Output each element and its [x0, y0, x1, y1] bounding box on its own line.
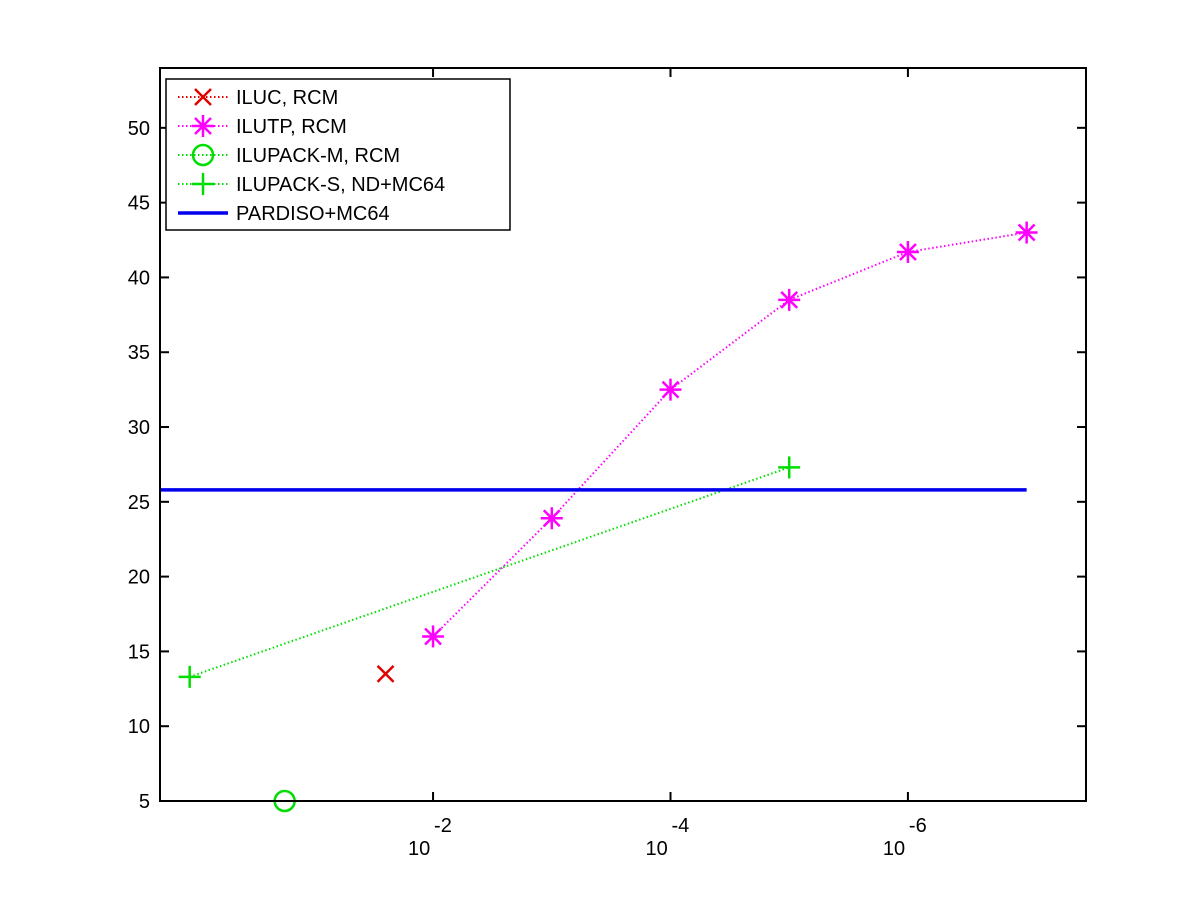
y-tick-label: 5: [139, 791, 150, 813]
legend: ILUC, RCM ILUTP, RCM ILUPACK-M, RCM ILUPACK…: [165, 78, 511, 231]
legend-marker: [192, 173, 214, 195]
data-point-1: [540, 507, 563, 530]
data-point-0: [376, 664, 395, 683]
y-tick-label: 20: [128, 567, 150, 589]
x-tick-label-base: 10: [408, 838, 430, 860]
y-tick-label: 10: [128, 716, 150, 738]
legend-label: ILUTP, RCM: [236, 116, 347, 138]
legend-marker: [191, 143, 215, 167]
data-point-1: [896, 240, 919, 263]
y-tick-label: 35: [128, 342, 150, 364]
legend-label: PARDISO+MC64: [236, 203, 390, 225]
series-line-3: [189, 466, 790, 678]
y-tick-label: 50: [128, 118, 150, 140]
data-point-1: [422, 625, 445, 648]
legend-label: ILUC, RCM: [236, 87, 338, 109]
x-tick-label-exponent: -2: [434, 815, 452, 837]
legend-marker: [194, 88, 212, 106]
y-tick-label: 25: [128, 492, 150, 514]
data-point-1: [1015, 221, 1038, 244]
legend-label: ILUPACK-S, ND+MC64: [236, 174, 445, 196]
data-point-1: [778, 288, 801, 311]
x-tick-label-exponent: -6: [909, 815, 927, 837]
axes-box: [159, 67, 1087, 802]
legend-marker: [192, 115, 214, 137]
x-tick-label-base: 10: [883, 838, 905, 860]
series-line-1: [432, 231, 1027, 638]
data-point-3: [778, 456, 801, 479]
plot-area: [160, 221, 1038, 813]
y-tick-label: 45: [128, 193, 150, 215]
y-tick-label: 30: [128, 417, 150, 439]
y-tick-label: 40: [128, 267, 150, 289]
y-tick-label: 15: [128, 641, 150, 663]
data-point-3: [178, 665, 201, 688]
legend-label: ILUPACK-M, RCM: [236, 145, 400, 167]
x-tick-label-exponent: -4: [671, 815, 689, 837]
x-tick-label-base: 10: [645, 838, 667, 860]
data-point-1: [659, 378, 682, 401]
